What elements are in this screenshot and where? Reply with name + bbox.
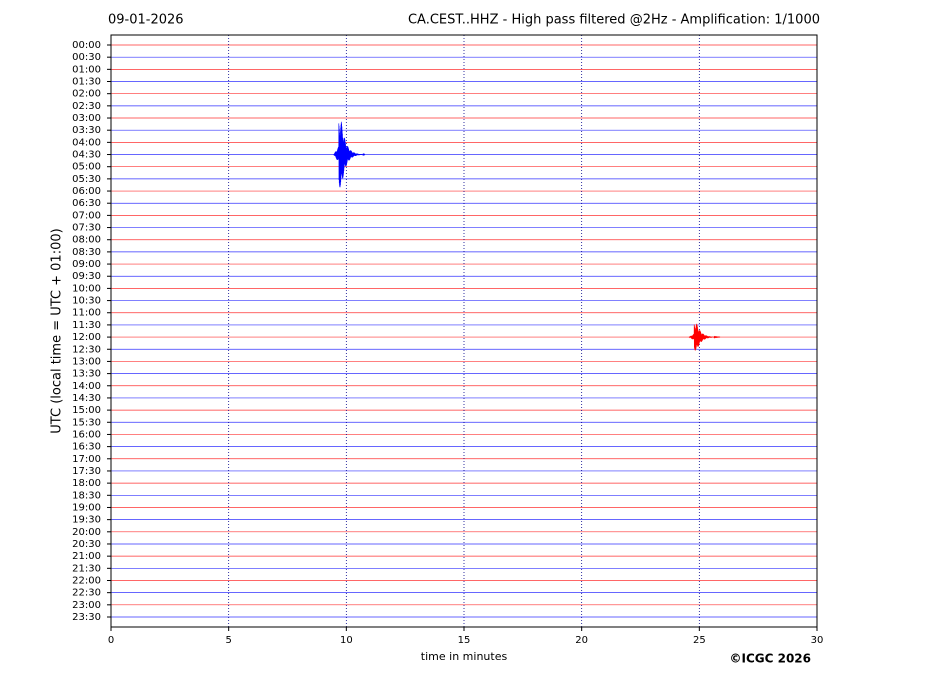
y-tick-label: 22:30 (72, 588, 101, 599)
y-tick-label: 15:30 (72, 417, 101, 428)
y-tick-label: 19:30 (72, 515, 101, 526)
y-tick-label: 08:00 (72, 235, 101, 246)
x-axis-label: time in minutes (421, 650, 508, 663)
y-tick-label: 21:00 (72, 551, 101, 562)
y-tick-label: 18:00 (72, 478, 101, 489)
y-tick-label: 05:30 (72, 174, 101, 185)
y-tick-label: 08:30 (72, 247, 101, 258)
credit: ©ICGC 2026 (729, 652, 811, 666)
seismic-event (688, 323, 721, 351)
y-tick-label: 06:30 (72, 198, 101, 209)
y-tick-label: 06:00 (72, 186, 101, 197)
y-tick-label: 09:00 (72, 259, 101, 270)
y-tick-label: 19:00 (72, 502, 101, 513)
y-tick-label: 20:30 (72, 539, 101, 550)
y-tick-label: 04:30 (72, 150, 101, 161)
chart-title: CA.CEST..HHZ - High pass filtered @2Hz -… (408, 13, 820, 28)
plot-frame (110, 34, 818, 628)
y-tick-label: 01:00 (72, 64, 101, 75)
y-tick-label: 07:30 (72, 223, 101, 234)
seismic-event (333, 121, 365, 188)
x-tick-label: 30 (811, 635, 824, 646)
y-tick-label: 09:30 (72, 271, 101, 282)
y-tick-label: 01:30 (72, 77, 101, 88)
x-tick-label: 20 (575, 635, 588, 646)
y-tick-label: 03:30 (72, 125, 101, 136)
y-tick-label: 13:00 (72, 356, 101, 367)
y-tick-label: 14:30 (72, 393, 101, 404)
y-tick-label: 11:30 (72, 320, 101, 331)
y-tick-label: 18:30 (72, 490, 101, 501)
y-tick-label: 15:00 (72, 405, 101, 416)
y-tick-label: 17:00 (72, 454, 101, 465)
y-tick-label: 20:00 (72, 527, 101, 538)
y-axis-label: UTC (local time = UTC + 01:00) (50, 228, 65, 433)
y-tick-label: 14:00 (72, 381, 101, 392)
y-tick-label: 23:00 (72, 600, 101, 611)
y-tick-label: 13:30 (72, 369, 101, 380)
x-tick-label: 5 (225, 635, 231, 646)
y-tick-label: 00:00 (72, 40, 101, 51)
y-tick-label: 10:00 (72, 283, 101, 294)
chart-date: 09-01-2026 (108, 13, 184, 28)
y-tick-label: 02:30 (72, 101, 101, 112)
y-tick-label: 00:30 (72, 52, 101, 63)
y-tick-label: 05:00 (72, 162, 101, 173)
y-tick-label: 12:00 (72, 332, 101, 343)
y-tick-label: 22:00 (72, 575, 101, 586)
x-tick-label: 0 (108, 635, 114, 646)
y-tick-label: 16:00 (72, 429, 101, 440)
x-tick-label: 10 (340, 635, 353, 646)
y-tick-label: 12:30 (72, 344, 101, 355)
y-tick-label: 07:00 (72, 210, 101, 221)
y-tick-label: 02:00 (72, 89, 101, 100)
y-tick-label: 16:30 (72, 442, 101, 453)
y-tick-label: 17:30 (72, 466, 101, 477)
y-tick-label: 21:30 (72, 563, 101, 574)
y-tick-label: 03:00 (72, 113, 101, 124)
x-tick-label: 15 (458, 635, 471, 646)
y-tick-label: 11:00 (72, 308, 101, 319)
x-tick-label: 25 (693, 635, 706, 646)
y-tick-label: 04:00 (72, 137, 101, 148)
y-tick-label: 23:30 (72, 612, 101, 623)
y-tick-label: 10:30 (72, 296, 101, 307)
